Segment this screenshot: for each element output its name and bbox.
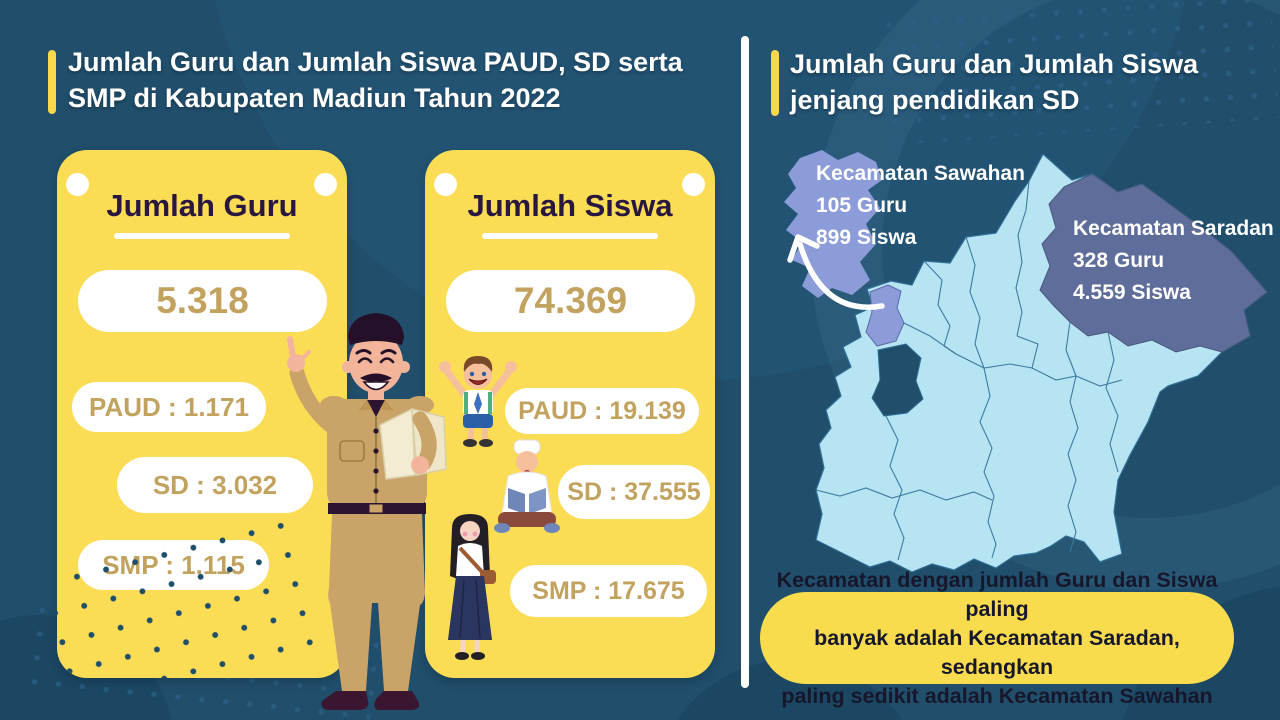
card-hole-icon <box>434 173 457 196</box>
map-internal-borders <box>815 180 1123 561</box>
kabupaten-madiun-map: Kecamatan Sawahan 105 Guru 899 Siswa Kec… <box>784 150 1274 573</box>
guru-paud-pill: PAUD : 1.171 <box>72 382 266 432</box>
student-boy-cheering-icon <box>439 356 517 447</box>
siswa-smp-pill: SMP : 17.675 <box>510 565 707 617</box>
right-panel-title: Jumlah Guru dan Jumlah Siswa jenjang pen… <box>790 46 1260 118</box>
right-title-line1: Jumlah Guru dan Jumlah Siswa <box>790 49 1199 79</box>
card-hole-icon <box>682 173 705 196</box>
saradan-label-siswa: 4.559 Siswa <box>1073 281 1191 304</box>
note-line1: Kecamatan dengan jumlah Guru dan Siswa p… <box>776 567 1218 621</box>
map-city-enclave <box>871 343 924 417</box>
siswa-card-underline <box>482 233 658 239</box>
guru-card-title: Jumlah Guru <box>106 188 298 223</box>
saradan-label-name: Kecamatan Saradan <box>1073 217 1274 240</box>
siswa-paud-pill: PAUD : 19.139 <box>505 388 699 434</box>
guru-sd-pill: SD : 3.032 <box>117 457 313 513</box>
siswa-sd-pill: SD : 37.555 <box>558 465 710 519</box>
map-saradan-region <box>1039 173 1268 353</box>
note-line3: paling sedikit adalah Kecamatan Sawahan <box>781 683 1213 708</box>
siswa-card-title: Jumlah Siswa <box>467 188 673 223</box>
student-boy-reading-icon <box>494 439 560 533</box>
right-title-line2: jenjang pendidikan SD <box>790 85 1080 115</box>
guru-total-pill: 5.318 <box>78 270 327 332</box>
card-hole-icon <box>314 173 337 196</box>
siswa-total-pill: 74.369 <box>446 270 695 332</box>
left-title-line2: SMP di Kabupaten Madiun Tahun 2022 <box>68 83 561 113</box>
left-title-line1: Jumlah Guru dan Jumlah Siswa PAUD, SD se… <box>68 47 683 77</box>
note-line2: banyak adalah Kecamatan Saradan, sedangk… <box>814 625 1180 679</box>
student-girl-icon <box>448 514 496 660</box>
sawahan-label-siswa: 899 Siswa <box>816 226 917 249</box>
right-title-accent-bar <box>771 50 779 116</box>
sawahan-label-name: Kecamatan Sawahan <box>816 162 1025 185</box>
guru-card-underline <box>114 233 290 239</box>
left-title-accent-bar <box>48 50 56 114</box>
saradan-label-guru: 328 Guru <box>1073 249 1164 272</box>
sawahan-label-guru: 105 Guru <box>816 194 907 217</box>
teacher-illustration-icon <box>287 313 447 710</box>
conclusion-note-box: Kecamatan dengan jumlah Guru dan Siswa p… <box>760 568 1234 708</box>
map-labels: Kecamatan Sawahan 105 Guru 899 Siswa Kec… <box>816 162 1274 304</box>
guru-card: Jumlah Guru 5.318 PAUD : 1.171 SD : 3.03… <box>57 150 347 678</box>
map-sawahan-region <box>865 284 905 347</box>
sawahan-callout-arrow-icon <box>787 234 885 310</box>
panel-divider <box>741 36 749 688</box>
card-hole-icon <box>66 173 89 196</box>
left-panel-title: Jumlah Guru dan Jumlah Siswa PAUD, SD se… <box>68 44 748 116</box>
